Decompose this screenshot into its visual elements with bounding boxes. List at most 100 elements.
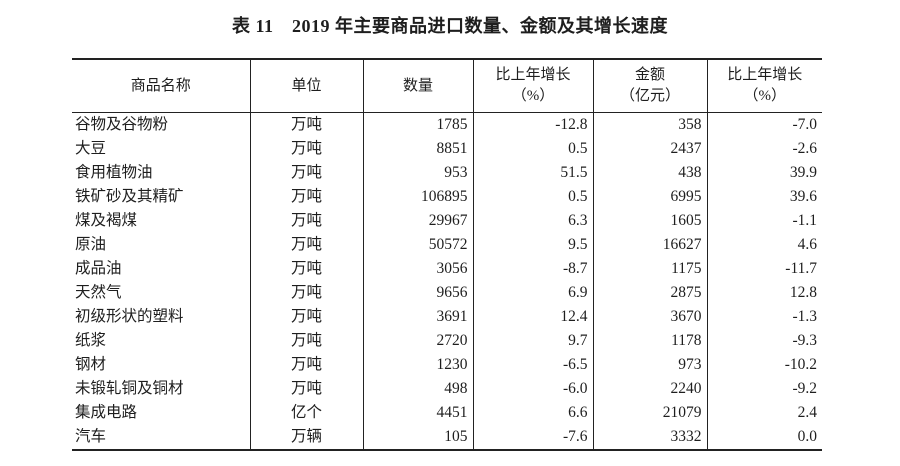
value-cell: 3332 (593, 425, 708, 450)
quantity-cell: 8851 (363, 137, 474, 161)
unit-cell: 万吨 (250, 161, 364, 185)
quantity-growth-cell: 6.3 (473, 209, 594, 233)
col-header-value-growth-line2: （%） (743, 88, 787, 104)
value-growth-cell: 4.6 (797, 236, 817, 253)
col-header-value: 金额 （亿元） (593, 59, 708, 113)
quantity-growth-cell: 6.9 (473, 281, 594, 305)
quantity-cell: 3691 (363, 305, 474, 329)
table-row: 纸浆 万吨 2720 9.7 1178 -9.3 (72, 329, 822, 353)
value-cell: 3670 (593, 305, 708, 329)
table-row: 谷物及谷物粉 万吨 1785 -12.8 358 -7.0 (72, 112, 822, 137)
unit-cell: 万吨 (250, 377, 364, 401)
col-header-quantity-growth: 比上年增长 （%） (473, 59, 594, 113)
commodity-name-cell: 初级形状的塑料 (72, 305, 251, 329)
quantity-growth-cell: 9.7 (473, 329, 594, 353)
col-header-unit: 单位 (250, 59, 364, 113)
quantity-cell: 106895 (363, 185, 474, 209)
value-cell: 438 (593, 161, 708, 185)
value-growth-cell: 2.4 (797, 404, 817, 421)
commodity-name-cell: 集成电路 (72, 401, 251, 425)
quantity-growth-cell: 12.4 (473, 305, 594, 329)
col-header-value-line2: （亿元） (619, 88, 680, 104)
quantity-growth-cell: 9.5 (473, 233, 594, 257)
unit-cell: 万吨 (250, 233, 364, 257)
value-cell: 1175 (593, 257, 708, 281)
commodity-name-cell: 煤及褐煤 (72, 209, 251, 233)
col-header-value-growth: 比上年增长 （%） (707, 59, 822, 113)
col-header-commodity-name: 商品名称 (72, 59, 251, 113)
value-growth-cell: 39.9 (789, 164, 817, 181)
value-growth-cell: -1.3 (792, 308, 817, 325)
value-growth-cell: -7.0 (792, 116, 817, 133)
commodity-name-cell: 原油 (72, 233, 251, 257)
quantity-growth-cell: -6.0 (473, 377, 594, 401)
table-row: 煤及褐煤 万吨 29967 6.3 1605 -1.1 (72, 209, 822, 233)
quantity-cell: 953 (363, 161, 474, 185)
value-cell: 1605 (593, 209, 708, 233)
unit-cell: 万吨 (250, 137, 364, 161)
value-growth-cell: -9.2 (792, 380, 817, 397)
commodity-name-cell: 大豆 (72, 137, 251, 161)
quantity-cell: 29967 (363, 209, 474, 233)
quantity-cell: 1230 (363, 353, 474, 377)
value-cell: 2875 (593, 281, 708, 305)
col-header-quantity-growth-line2: （%） (511, 88, 555, 104)
table-row: 大豆 万吨 8851 0.5 2437 -2.6 (72, 137, 822, 161)
table-row: 食用植物油 万吨 953 51.5 438 39.9 (72, 161, 822, 185)
quantity-cell: 105 (363, 425, 474, 450)
value-growth-cell: -9.3 (792, 332, 817, 349)
value-growth-cell: -1.1 (792, 212, 817, 229)
quantity-growth-cell: -7.6 (473, 425, 594, 450)
commodity-name-cell: 食用植物油 (72, 161, 251, 185)
commodity-name-cell: 汽车 (72, 425, 251, 450)
unit-cell: 万吨 (250, 305, 364, 329)
commodity-name-cell: 铁矿砂及其精矿 (72, 185, 251, 209)
col-header-value-line1: 金额 (634, 67, 665, 83)
quantity-cell: 9656 (363, 281, 474, 305)
commodity-name-cell: 谷物及谷物粉 (72, 112, 251, 137)
commodity-name-cell: 钢材 (72, 353, 251, 377)
value-cell: 1178 (593, 329, 708, 353)
unit-cell: 万吨 (250, 329, 364, 353)
table-row: 铁矿砂及其精矿 万吨 106895 0.5 6995 39.6 (72, 185, 822, 209)
commodity-name-cell: 未锻轧铜及铜材 (72, 377, 251, 401)
table-header-row: 商品名称 单位 数量 比上年增长 （%） 金额 （亿元） 比上年增长 （%） (72, 59, 822, 113)
value-cell: 21079 (593, 401, 708, 425)
table-row: 成品油 万吨 3056 -8.7 1175 -11.7 (72, 257, 822, 281)
quantity-growth-cell: -8.7 (473, 257, 594, 281)
unit-cell: 万吨 (250, 353, 364, 377)
col-header-quantity: 数量 (363, 59, 474, 113)
value-growth-cell: -11.7 (785, 260, 817, 277)
value-cell: 358 (593, 112, 708, 137)
unit-cell: 万吨 (250, 112, 364, 137)
table-row: 初级形状的塑料 万吨 3691 12.4 3670 -1.3 (72, 305, 822, 329)
value-growth-cell: 39.6 (789, 188, 817, 205)
quantity-cell: 3056 (363, 257, 474, 281)
value-growth-cell: -2.6 (792, 140, 817, 157)
table-row: 未锻轧铜及铜材 万吨 498 -6.0 2240 -9.2 (72, 377, 822, 401)
value-cell: 2437 (593, 137, 708, 161)
col-header-quantity-growth-line1: 比上年增长 (495, 67, 571, 83)
table-row: 集成电路 亿个 4451 6.6 21079 2.4 (72, 401, 822, 425)
table-row: 原油 万吨 50572 9.5 16627 4.6 (72, 233, 822, 257)
quantity-cell: 498 (363, 377, 474, 401)
unit-cell: 万辆 (250, 425, 364, 450)
quantity-growth-cell: 51.5 (473, 161, 594, 185)
quantity-growth-cell: -6.5 (473, 353, 594, 377)
quantity-cell: 4451 (363, 401, 474, 425)
quantity-cell: 2720 (363, 329, 474, 353)
import-commodities-table: 商品名称 单位 数量 比上年增长 （%） 金额 （亿元） 比上年增长 （%） 谷… (72, 58, 822, 451)
unit-cell: 亿个 (250, 401, 364, 425)
commodity-name-cell: 纸浆 (72, 329, 251, 353)
value-growth-cell: -10.2 (784, 356, 817, 373)
table-row: 天然气 万吨 9656 6.9 2875 12.8 (72, 281, 822, 305)
page-title: 表 11 2019 年主要商品进口数量、金额及其增长速度 (231, 16, 668, 36)
value-growth-cell: 0.0 (797, 428, 817, 445)
unit-cell: 万吨 (250, 257, 364, 281)
commodity-name-cell: 天然气 (72, 281, 251, 305)
quantity-cell: 1785 (363, 112, 474, 137)
quantity-growth-cell: 6.6 (473, 401, 594, 425)
value-cell: 6995 (593, 185, 708, 209)
quantity-cell: 50572 (363, 233, 474, 257)
value-cell: 2240 (593, 377, 708, 401)
